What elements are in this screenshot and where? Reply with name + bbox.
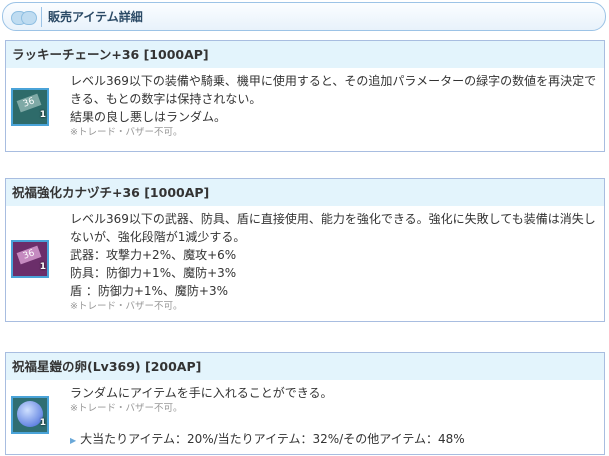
item-stat: 盾 ：防御力+1%、魔防+3% [70, 284, 228, 298]
hammer-item-icon: 36 1 [11, 240, 49, 278]
hammer-item-icon: 36 1 [11, 88, 49, 126]
item-title: ラッキーチェーン+36 [1000AP] [6, 41, 604, 68]
triangle-icon: ▶ [70, 436, 77, 445]
item-stat: 武器：攻撃力+2%、魔攻+6% [70, 248, 237, 262]
item-title: 祝福強化カナヅチ+36 [1000AP] [6, 179, 604, 206]
item-stat: 防具：防御力+1%、魔防+3% [70, 266, 237, 280]
item-card: 祝福強化カナヅチ+36 [1000AP] 36 1 レベル369以下の武器、防具… [5, 178, 605, 322]
item-card: ラッキーチェーン+36 [1000AP] 36 1 レベル369以下の装備や騎乗… [5, 40, 605, 152]
trade-note: ※トレード・バザー不可。 [70, 403, 183, 414]
trade-note: ※トレード・バザー不可。 [70, 127, 183, 138]
item-description: レベル369以下の装備や騎乗、機甲に使用すると、その追加パラメーターの緑字の数値… [70, 74, 597, 106]
page-title: 販売アイテム詳細 [48, 10, 143, 24]
item-title: 祝福星鎧の卵(Lv369) [200AP] [6, 353, 604, 380]
item-description: ランダムにアイテムを手に入れることができる。 [70, 386, 333, 400]
item-description: 結果の良し悪しはランダム。 [70, 110, 227, 124]
probability-info: ▶ 大当たりアイテム：20%/当たりアイテム：32%/その他アイテム：48% [70, 432, 465, 446]
egg-item-icon: 1 [11, 396, 49, 434]
item-description: レベル369以下の武器、防具、盾に直接使用、能力を強化できる。強化に失敗しても装… [70, 212, 596, 244]
section-header: 販売アイテム詳細 [2, 2, 606, 31]
item-card: 祝福星鎧の卵(Lv369) [200AP] 1 ランダムにアイテムを手に入れるこ… [5, 352, 605, 455]
hearts-icon [9, 7, 39, 27]
divider [41, 6, 42, 27]
trade-note: ※トレード・バザー不可。 [70, 301, 183, 312]
